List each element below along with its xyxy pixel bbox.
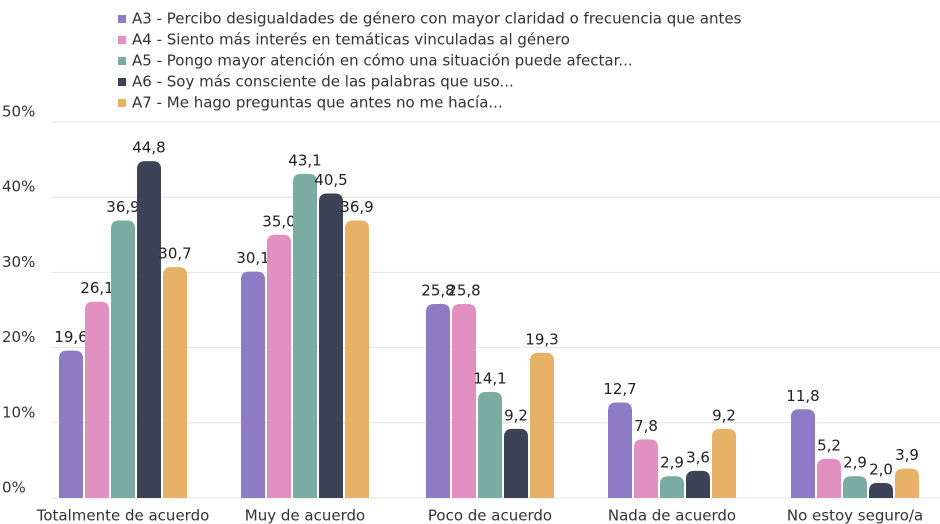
y-tick-label: 40% (2, 178, 35, 196)
bar (85, 301, 109, 498)
bar (712, 428, 736, 498)
bar (791, 409, 815, 498)
x-tick-label: Poco de acuerdo (428, 507, 552, 524)
bar (843, 476, 867, 498)
value-label: 36,9 (106, 198, 139, 216)
bar (267, 234, 291, 499)
value-label: 7,8 (634, 417, 658, 435)
bar (686, 470, 710, 498)
bar (137, 161, 161, 498)
value-label: 40,5 (314, 171, 347, 189)
bar (345, 220, 369, 498)
value-label: 30,1 (236, 249, 269, 267)
legend-label: A6 - Soy más consciente de las palabras … (132, 73, 514, 91)
value-label: 3,6 (686, 448, 710, 466)
legend-swatch (118, 15, 126, 23)
value-label: 30,7 (158, 245, 191, 263)
value-label: 2,9 (843, 454, 867, 472)
legend-label: A5 - Pongo mayor atención en cómo una si… (132, 52, 633, 70)
bar (293, 173, 317, 498)
legend-swatch (118, 99, 126, 107)
bar (59, 350, 83, 498)
value-label: 9,2 (712, 406, 736, 424)
value-label: 2,9 (660, 454, 684, 472)
value-label: 5,2 (817, 436, 841, 454)
x-tick-label: No estoy seguro/a (787, 507, 923, 524)
value-label: 36,9 (340, 198, 373, 216)
value-label: 12,7 (603, 380, 636, 398)
value-label: 19,6 (54, 328, 87, 346)
bar (660, 476, 684, 498)
bar (163, 267, 187, 498)
value-label: 44,8 (132, 139, 165, 157)
y-tick-label: 30% (2, 253, 35, 271)
value-label: 43,1 (288, 151, 321, 169)
bar (895, 468, 919, 498)
legend-swatch (118, 57, 126, 65)
y-tick-label: 20% (2, 328, 35, 346)
bar (241, 271, 265, 498)
value-label: 9,2 (504, 406, 528, 424)
bar (530, 352, 554, 498)
bar (478, 391, 502, 498)
value-label: 2,0 (869, 460, 893, 478)
legend-label: A7 - Me hago preguntas que antes no me h… (132, 94, 503, 112)
bar (111, 220, 135, 498)
value-label: 26,1 (80, 279, 113, 297)
x-tick-label: Muy de acuerdo (245, 507, 365, 524)
value-label: 19,3 (525, 330, 558, 348)
bar (319, 193, 343, 498)
legend-label: A4 - Siento más interés en temáticas vin… (132, 31, 570, 49)
legend-swatch (118, 78, 126, 86)
value-label: 11,8 (786, 387, 819, 405)
bar (452, 303, 476, 498)
bar (608, 402, 632, 498)
value-label: 3,9 (895, 446, 919, 464)
y-tick-label: 0% (2, 479, 26, 497)
legend-label: A3 - Percibo desigualdades de género con… (132, 10, 742, 28)
x-tick-label: Totalmente de acuerdo (36, 507, 210, 524)
bar (817, 458, 841, 498)
x-tick-label: Nada de acuerdo (608, 507, 736, 524)
value-label: 25,8 (447, 281, 480, 299)
y-tick-label: 50% (2, 103, 35, 121)
value-label: 14,1 (473, 369, 506, 387)
bar (869, 482, 893, 498)
bar (504, 428, 528, 498)
value-label: 25,8 (421, 281, 454, 299)
bar (634, 439, 658, 498)
bar (426, 303, 450, 498)
y-tick-label: 10% (2, 403, 35, 421)
legend-swatch (118, 36, 126, 44)
value-label: 35,0 (262, 212, 295, 230)
